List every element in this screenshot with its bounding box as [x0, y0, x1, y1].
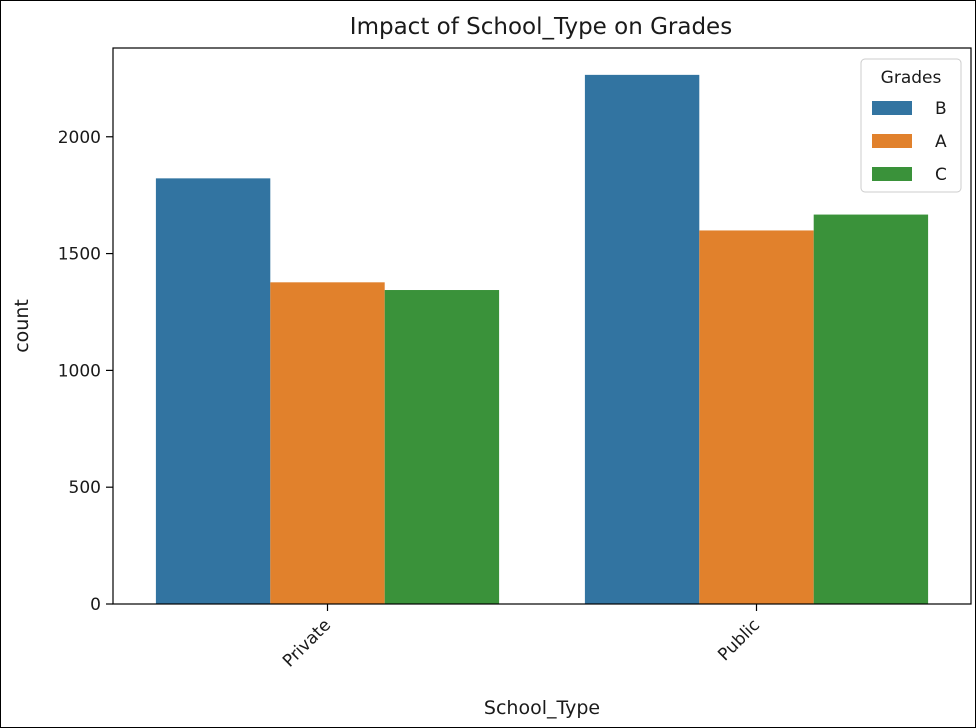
x-axis-ticks: Private Public: [279, 604, 764, 671]
legend-label-b: B: [935, 99, 947, 119]
x-tick-label-public: Public: [714, 615, 764, 665]
bar-public-b: [584, 74, 700, 605]
y-tick-label: 1500: [58, 245, 101, 265]
chart-title: Impact of School_Type on Grades: [350, 14, 732, 40]
legend-label-c: C: [935, 165, 947, 185]
bar-private-a: [270, 282, 385, 604]
legend-label-a: A: [935, 132, 947, 152]
bar-private-c: [384, 290, 500, 604]
y-axis-ticks: 0 500 1000 1500 2000: [58, 128, 113, 615]
legend-swatch-b: [872, 101, 912, 115]
x-tick-label-private: Private: [279, 615, 335, 671]
bar-private-b: [155, 178, 271, 604]
legend-swatch-c: [872, 167, 912, 181]
y-tick-label: 2000: [58, 128, 101, 148]
bar-public-a: [699, 230, 814, 605]
x-axis-label: School_Type: [484, 697, 600, 719]
y-axis-label: count: [11, 299, 33, 353]
legend-swatch-a: [872, 134, 912, 148]
legend: Grades BAC: [860, 58, 962, 193]
bar-public-c: [813, 214, 929, 604]
legend-box: [860, 58, 962, 193]
legend-title: Grades: [881, 68, 942, 88]
y-tick-label: 500: [69, 478, 101, 498]
legend-items: BAC: [872, 99, 947, 185]
y-tick-label: 0: [90, 595, 101, 615]
y-tick-label: 1000: [58, 361, 101, 381]
bars-group: [155, 74, 929, 605]
plot-area-frame: [112, 47, 972, 605]
